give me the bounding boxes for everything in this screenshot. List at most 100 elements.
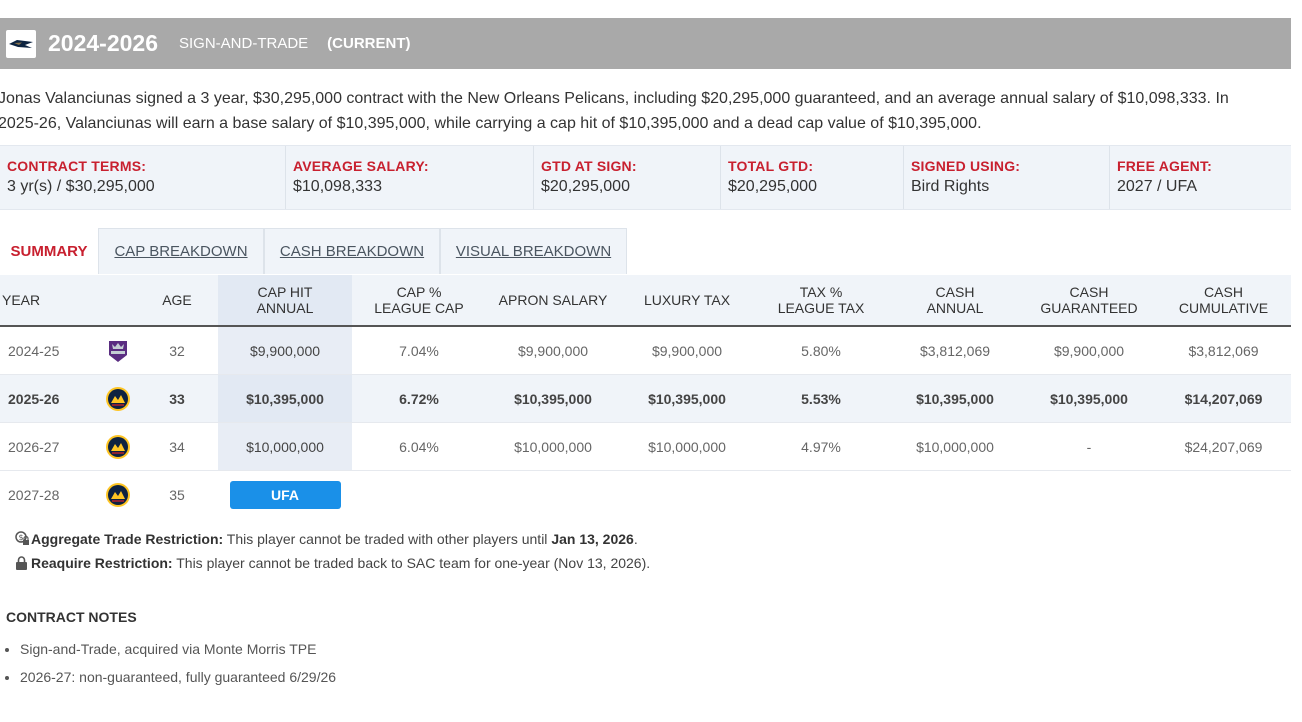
cell-cap-pct: 6.72% <box>352 374 486 423</box>
term-value: $20,295,000 <box>728 178 817 195</box>
cell-cap-hit: $10,000,000 <box>218 422 352 471</box>
term-label: CONTRACT TERMS: <box>7 158 147 174</box>
cell-apron: $9,900,000 <box>486 326 620 375</box>
pelicans-logo-icon <box>6 29 36 58</box>
tab-cap-breakdown[interactable]: CAP BREAKDOWN <box>98 228 264 274</box>
list-item: 2026-27: non-guaranteed, fully guarantee… <box>20 666 336 694</box>
cell-cap-pct: 7.04% <box>352 326 486 375</box>
cell-luxury-tax: $9,900,000 <box>620 326 754 375</box>
cell-empty <box>1022 471 1156 519</box>
table-row-current: 2025-26 33 $10,395,000 6.72% $10,395,000… <box>0 374 1291 423</box>
kings-logo-icon[interactable] <box>107 339 129 363</box>
cell-cash-guaranteed: - <box>1022 422 1156 471</box>
salary-table: YEAR AGE CAP HIT ANNUAL CAP % LEAGUE CAP A… <box>0 275 1291 518</box>
cell-age: 33 <box>136 374 218 423</box>
cell-apron: $10,395,000 <box>486 374 620 423</box>
cell-team <box>100 471 136 519</box>
col-luxury-tax: LUXURY TAX <box>620 275 754 327</box>
description-line-1: Jonas Valanciunas signed a 3 year, $30,2… <box>0 90 1229 107</box>
cell-cash-guaranteed: $9,900,000 <box>1022 326 1156 375</box>
term-gtd-at-sign: GTD AT SIGN: $20,295,000 <box>534 146 721 209</box>
col-cap-pct: CAP % LEAGUE CAP <box>352 275 486 327</box>
cell-team <box>100 326 136 375</box>
term-label: SIGNED USING: <box>911 158 1021 174</box>
restriction-text: This player cannot be traded back to SAC… <box>172 555 651 571</box>
col-cash-cumulative: CASH CUMULATIVE <box>1156 275 1291 327</box>
cell-cash-cumulative: $24,207,069 <box>1156 422 1291 471</box>
cell-cash-cumulative: $3,812,069 <box>1156 326 1291 375</box>
cell-luxury-tax: $10,395,000 <box>620 374 754 423</box>
term-free-agent: FREE AGENT: 2027 / UFA <box>1110 146 1291 209</box>
aggregate-restriction: $ Aggregate Trade Restriction: This play… <box>15 528 650 552</box>
cell-age: 34 <box>136 422 218 471</box>
cell-cash-annual: $3,812,069 <box>888 326 1022 375</box>
description-line-2: 2025-26, Valanciunas will earn a base sa… <box>0 115 982 132</box>
tab-visual-breakdown[interactable]: VISUAL BREAKDOWN <box>440 228 627 274</box>
term-label: FREE AGENT: <box>1117 158 1213 174</box>
cell-apron: $10,000,000 <box>486 422 620 471</box>
restriction-label: Aggregate Trade Restriction: <box>31 531 224 547</box>
col-cash-guaranteed: CASH GUARANTEED <box>1022 275 1156 327</box>
contract-status: (CURRENT) <box>327 35 411 52</box>
cell-empty <box>888 471 1022 519</box>
cell-tax-pct: 5.53% <box>754 374 888 423</box>
cell-age: 35 <box>169 486 185 503</box>
term-value: $20,295,000 <box>541 178 630 195</box>
cell-year: 2025-26 <box>0 374 100 423</box>
term-value: 3 yr(s) / $30,295,000 <box>7 178 155 195</box>
cell-cash-guaranteed: $10,395,000 <box>1022 374 1156 423</box>
cell-cap-hit: UFA <box>218 471 352 519</box>
term-total-gtd: TOTAL GTD: $20,295,000 <box>721 146 904 209</box>
col-team <box>100 275 136 327</box>
cell-cash-cumulative: $14,207,069 <box>1156 374 1291 423</box>
cell-tax-pct: 5.80% <box>754 326 888 375</box>
col-year: YEAR <box>0 275 100 327</box>
cell-team <box>100 374 136 423</box>
cell-year: 2024-25 <box>0 326 100 375</box>
cell-empty <box>1156 471 1291 519</box>
cell-luxury-tax: $10,000,000 <box>620 422 754 471</box>
term-value: $10,098,333 <box>293 178 382 195</box>
term-label: TOTAL GTD: <box>728 158 814 174</box>
term-value: 2027 / UFA <box>1117 178 1198 195</box>
term-value: Bird Rights <box>911 178 990 195</box>
dollar-lock-icon: $ <box>15 530 31 552</box>
nuggets-logo-icon[interactable] <box>105 434 131 460</box>
contract-notes-list: Sign-and-Trade, acquired via Monte Morri… <box>6 638 336 694</box>
term-average-salary: AVERAGE SALARY: $10,098,333 <box>286 146 534 209</box>
svg-text:$: $ <box>18 533 23 542</box>
table-header-row: YEAR AGE CAP HIT ANNUAL CAP % LEAGUE CAP A… <box>0 275 1291 327</box>
tab-cash-breakdown[interactable]: CASH BREAKDOWN <box>264 228 440 274</box>
cell-age: 32 <box>136 326 218 375</box>
cell-cash-annual: $10,000,000 <box>888 422 1022 471</box>
col-age: AGE <box>136 275 218 327</box>
term-signed-using: SIGNED USING: Bird Rights <box>904 146 1110 209</box>
restriction-text: This player cannot be traded with other … <box>223 531 552 547</box>
table-row: 2024-25 32 $9,900,000 7.04% $9,900,000 $… <box>0 326 1291 375</box>
cell-cap-pct: 6.04% <box>352 422 486 471</box>
cell-cap-hit: $9,900,000 <box>218 326 352 375</box>
term-contract-terms: CONTRACT TERMS: 3 yr(s) / $30,295,000 <box>0 146 286 209</box>
nuggets-logo-icon[interactable] <box>105 482 131 508</box>
table-row: 2026-27 34 $10,000,000 6.04% $10,000,000… <box>0 422 1291 471</box>
contract-years: 2024-2026 <box>48 30 158 56</box>
cell-empty <box>486 471 620 519</box>
list-item: Sign-and-Trade, acquired via Monte Morri… <box>20 638 336 666</box>
col-cap-hit: CAP HIT ANNUAL <box>218 275 352 327</box>
col-apron: APRON SALARY <box>486 275 620 327</box>
contract-type: SIGN-AND-TRADE <box>179 35 309 52</box>
cell-team <box>100 422 136 471</box>
reaquire-restriction: Reaquire Restriction: This player cannot… <box>15 552 650 576</box>
col-tax-pct: TAX % LEAGUE TAX <box>754 275 888 327</box>
contract-header: 2024-2026 SIGN-AND-TRADE (CURRENT) <box>0 18 1291 69</box>
cell-year: 2026-27 <box>0 422 100 471</box>
cell-cap-hit: $10,395,000 <box>218 374 352 423</box>
cell-cash-annual: $10,395,000 <box>888 374 1022 423</box>
nuggets-logo-icon[interactable] <box>105 386 131 412</box>
col-cash-annual: CASH ANNUAL <box>888 275 1022 327</box>
restriction-date: Jan 13, 2026 <box>551 531 634 547</box>
ufa-badge: UFA <box>229 480 341 509</box>
tab-summary[interactable]: SUMMARY <box>0 228 98 274</box>
restriction-label: Reaquire Restriction: <box>31 555 173 571</box>
table-row: 2027-28 35 UFA <box>0 471 1291 519</box>
